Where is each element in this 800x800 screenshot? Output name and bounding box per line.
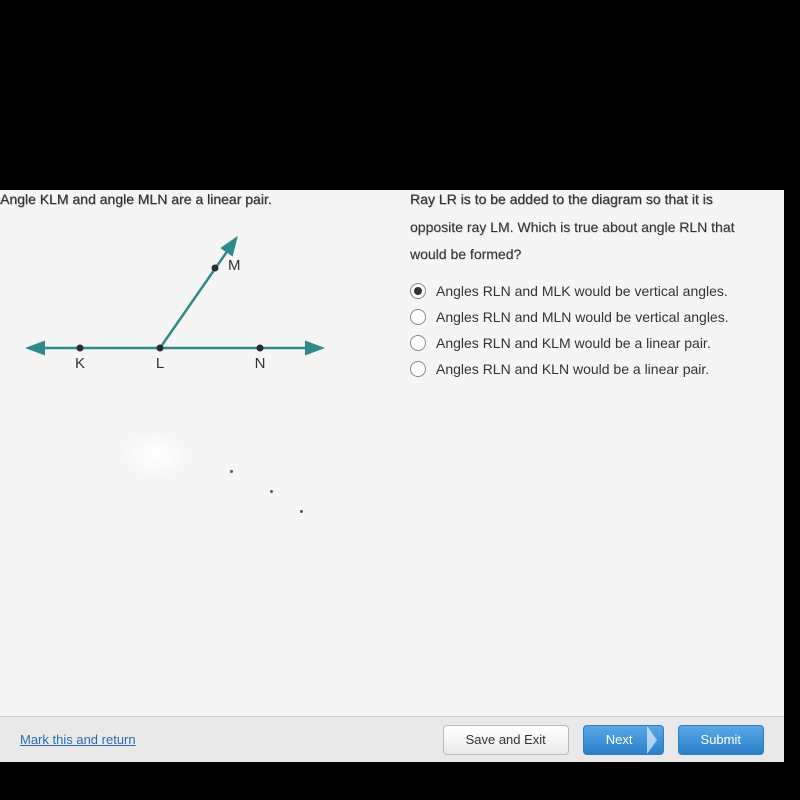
right-column: Ray LR is to be added to the diagram so … <box>410 190 784 418</box>
point-m-label: M <box>228 257 241 274</box>
radio-icon[interactable] <box>410 361 426 377</box>
mark-return-link[interactable]: Mark this and return <box>20 732 136 747</box>
right-stem-1: Ray LR is to be added to the diagram so … <box>410 190 774 210</box>
option-label: Angles RLN and MLK would be vertical ang… <box>436 283 728 299</box>
radio-icon[interactable] <box>410 309 426 325</box>
left-stem: Angle KLM and angle MLN are a linear pai… <box>0 190 380 210</box>
question-panel: Angle KLM and angle MLN are a linear pai… <box>0 190 784 722</box>
submit-button[interactable]: Submit <box>678 725 764 755</box>
point-n-label: N <box>255 355 266 372</box>
speck <box>300 510 303 513</box>
point-k-label: K <box>75 355 85 372</box>
option-1[interactable]: Angles RLN and MLK would be vertical ang… <box>410 283 774 299</box>
save-exit-button[interactable]: Save and Exit <box>443 725 569 755</box>
next-button[interactable]: Next <box>583 725 664 755</box>
option-label: Angles RLN and KLN would be a linear pai… <box>436 361 709 377</box>
options-group: Angles RLN and MLK would be vertical ang… <box>410 283 774 377</box>
option-4[interactable]: Angles RLN and KLN would be a linear pai… <box>410 361 774 377</box>
radio-icon[interactable] <box>410 335 426 351</box>
option-2[interactable]: Angles RLN and MLN would be vertical ang… <box>410 309 774 325</box>
speck <box>270 490 273 493</box>
radio-icon[interactable] <box>410 283 426 299</box>
left-column: Angle KLM and angle MLN are a linear pai… <box>0 190 390 418</box>
right-stem-3: would be formed? <box>410 245 774 265</box>
geometry-diagram: K L N M <box>10 218 350 418</box>
speck <box>230 470 233 473</box>
point-l-label: L <box>156 355 164 372</box>
option-label: Angles RLN and KLM would be a linear pai… <box>436 335 711 351</box>
option-label: Angles RLN and MLN would be vertical ang… <box>436 309 729 325</box>
bottom-bar: Mark this and return Save and Exit Next … <box>0 716 784 762</box>
option-3[interactable]: Angles RLN and KLM would be a linear pai… <box>410 335 774 351</box>
right-stem-2: opposite ray LM. Which is true about ang… <box>410 218 774 238</box>
